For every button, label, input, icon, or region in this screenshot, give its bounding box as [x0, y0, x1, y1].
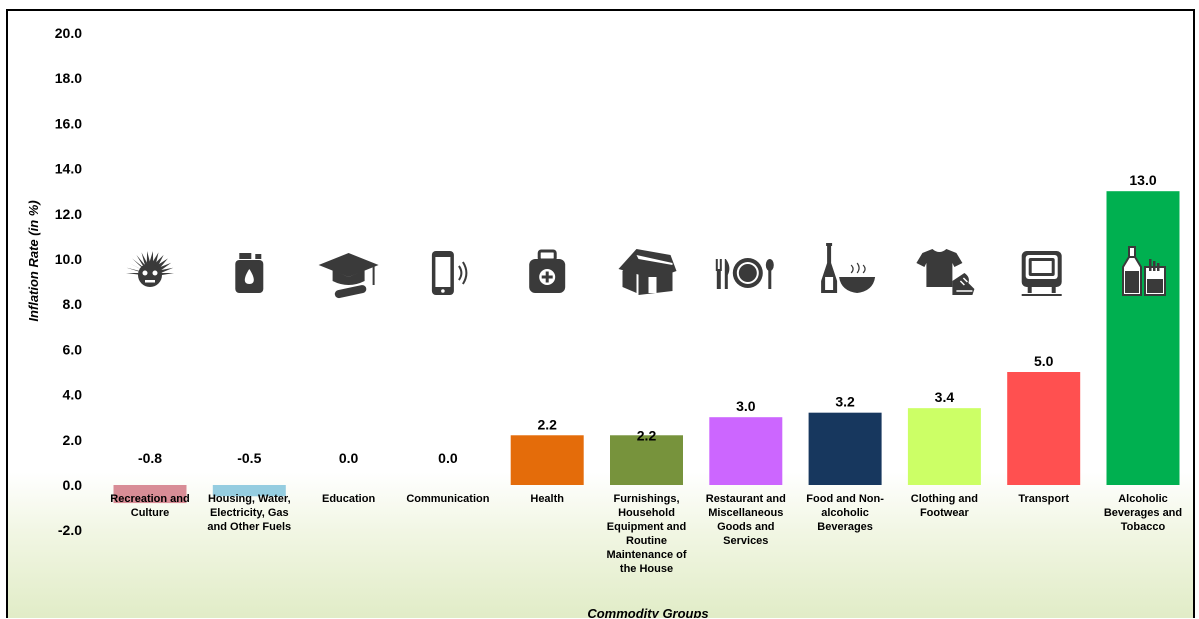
data-label: -0.5 — [237, 450, 261, 466]
y-tick-label: 2.0 — [63, 432, 83, 448]
category-label: the House — [620, 563, 673, 575]
category-label: Food and Non- — [806, 493, 884, 505]
data-label: -0.8 — [138, 450, 162, 466]
y-tick-label: 18.0 — [55, 70, 82, 86]
bars — [113, 191, 1180, 504]
category-label: Communication — [406, 493, 489, 505]
first-aid-kit-icon — [529, 249, 566, 293]
data-label: 5.0 — [1034, 353, 1054, 369]
category-label: Culture — [131, 507, 170, 519]
category-label: Routine — [626, 535, 667, 547]
shirt-shoe-icon — [916, 249, 975, 295]
y-tick-label: 12.0 — [55, 206, 82, 222]
bar — [212, 485, 286, 497]
category-labels: Recreation and Culture Housing, Water, Elec… — [110, 493, 1182, 575]
television-icon — [1021, 251, 1062, 296]
mask-icon — [126, 251, 174, 287]
bar — [709, 417, 783, 485]
bar — [907, 408, 981, 485]
bar — [1106, 191, 1180, 485]
chart-frame: 20.0 18.0 16.0 14.0 12.0 10.0 8.0 6.0 4.0 2.0 0.0-… — [6, 9, 1195, 618]
fuel-can-icon — [235, 253, 264, 293]
bottle-cigarettes-icon — [1122, 246, 1166, 296]
y-tick-label: 20.0 — [55, 25, 82, 41]
y-tick-labels: 20.0 18.0 16.0 14.0 12.0 10.0 8.0 6.0 4.0 2.0 0.0 -… — [55, 25, 82, 538]
category-label: Restaurant and — [706, 493, 786, 505]
category-label: and Other Fuels — [207, 521, 291, 533]
category-icons — [126, 243, 1166, 299]
y-tick-label: 6.0 — [63, 341, 83, 357]
data-labels: -0.8 -0.5 0.0 0.0 2.2 2.2 3.0 3.2 3.4 5.0 13.0 — [138, 172, 1157, 466]
category-label: Services — [723, 535, 768, 547]
category-label: Education — [322, 493, 375, 505]
category-label: Footwear — [920, 507, 970, 519]
y-tick-label: 0.0 — [63, 477, 83, 493]
bar — [610, 435, 683, 485]
bar-chart: 20.018.016.014.012.010.08.06.04.02.00.0-… — [26, 25, 1182, 618]
bar — [510, 435, 584, 485]
category-label: Beverages and — [1104, 507, 1182, 519]
y-tick-label: 8.0 — [63, 296, 83, 312]
bar — [113, 485, 187, 504]
bar — [1007, 372, 1081, 485]
y-tick-label: 4.0 — [63, 387, 83, 403]
data-label: 0.0 — [438, 450, 458, 466]
data-label: 2.2 — [537, 416, 557, 432]
category-label: Maintenance of — [606, 549, 686, 561]
y-tick-label: 10.0 — [55, 251, 82, 267]
y-tick-label: 16.0 — [55, 115, 82, 131]
category-label: Alcoholic — [1118, 493, 1168, 505]
category-label: Recreation and — [110, 493, 189, 505]
category-label: Electricity, Gas — [210, 507, 289, 519]
data-label: 3.0 — [736, 398, 756, 414]
category-label: alcoholic — [821, 507, 869, 519]
category-label: Clothing and — [911, 493, 978, 505]
category-label: Furnishings, — [614, 493, 680, 505]
x-axis-title: Commodity Groups — [587, 606, 708, 618]
y-axis-title: Inflation Rate (in %) — [26, 200, 41, 321]
category-label: Tobacco — [1121, 521, 1166, 533]
category-label: Transport — [1018, 493, 1069, 505]
category-label: Health — [530, 493, 564, 505]
data-label: 3.2 — [835, 394, 855, 410]
category-label: Equipment and — [607, 521, 686, 533]
mobile-phone-icon — [431, 251, 468, 295]
house-icon — [618, 249, 677, 295]
bar — [808, 412, 882, 485]
category-label: Household — [618, 507, 675, 519]
data-label: 3.4 — [935, 389, 955, 405]
data-label: 13.0 — [1129, 172, 1156, 188]
y-tick-label: -2.0 — [58, 522, 82, 538]
data-label: 0.0 — [339, 450, 359, 466]
y-tick-label: 14.0 — [55, 161, 82, 177]
cutlery-plate-icon — [715, 258, 774, 289]
data-label: 2.2 — [637, 427, 657, 443]
category-label: Goods and — [717, 521, 774, 533]
category-label: Beverages — [817, 521, 873, 533]
graduation-cap-icon — [318, 253, 379, 299]
category-label: Miscellaneous — [708, 507, 783, 519]
bottle-bowl-icon — [821, 243, 876, 293]
category-label: Housing, Water, — [208, 493, 291, 505]
